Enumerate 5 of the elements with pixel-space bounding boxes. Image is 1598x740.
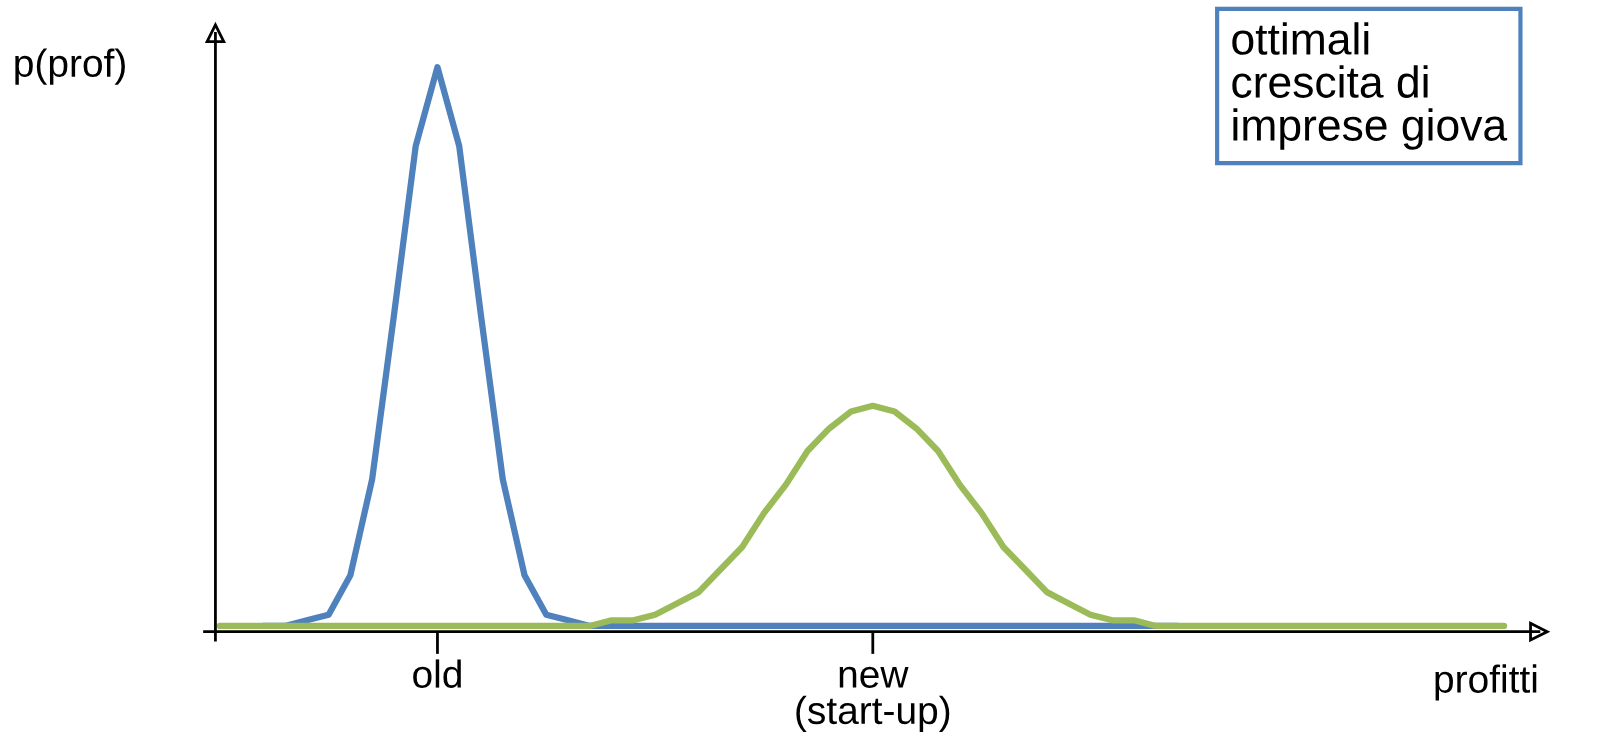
- x-tick-label: new (start-up): [796, 666, 950, 732]
- x-tick-label: old: [413, 659, 461, 688]
- annotation: ottimali crescita di imprese giova: [1232, 22, 1508, 150]
- x-axis-title: profitti: [1435, 664, 1537, 701]
- y-axis-title: p(prof): [15, 48, 125, 85]
